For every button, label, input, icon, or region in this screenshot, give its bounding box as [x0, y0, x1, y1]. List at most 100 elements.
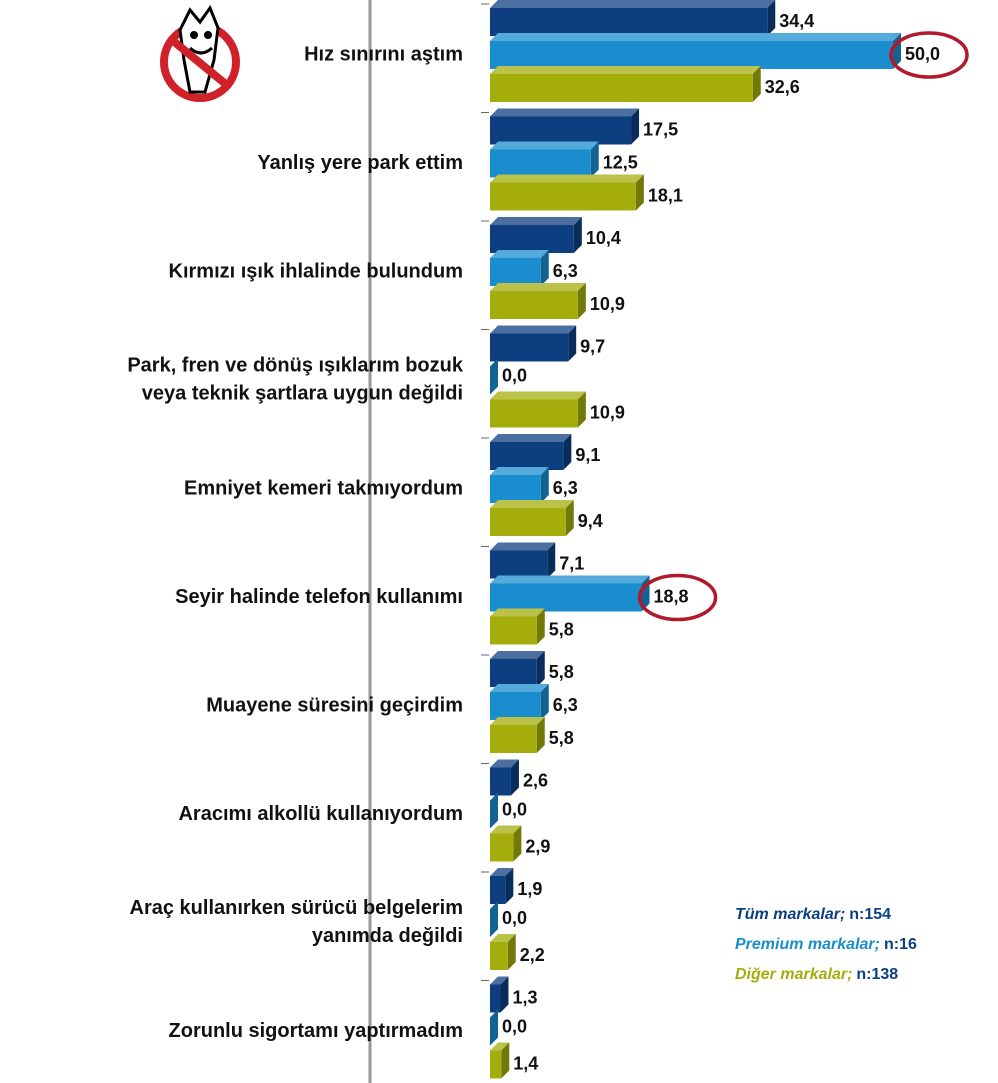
bar-top: [490, 868, 514, 876]
bar: [490, 542, 556, 579]
bar-side: [568, 325, 577, 362]
bar-front: [490, 116, 632, 145]
value-label: 2,9: [525, 836, 550, 856]
bar-front: [490, 583, 642, 612]
bar: [490, 174, 644, 211]
bar-side: [540, 250, 549, 286]
bar-top: [490, 325, 577, 334]
value-label: 9,1: [575, 445, 600, 465]
category-label: Muayene süresini geçirdim: [206, 694, 463, 716]
bar: [490, 976, 509, 1013]
bar-front: [490, 182, 636, 211]
value-label: 0,0: [502, 799, 527, 819]
bar-side: [500, 976, 509, 1013]
legend-name: Tüm markalar;: [735, 906, 845, 923]
legend-name: Premium markalar;: [735, 936, 880, 953]
bar: [490, 792, 498, 829]
bar: [490, 66, 761, 102]
category-label: Yanlış yere park ettim: [257, 152, 463, 174]
bar: [490, 33, 901, 69]
bar-top: [490, 66, 761, 74]
bar-top: [490, 575, 650, 584]
bar-front: [490, 41, 893, 69]
value-label: 9,7: [580, 336, 605, 356]
category-label: Aracımı alkollü kullanıyordum: [178, 803, 463, 825]
bar-front: [490, 833, 514, 862]
value-label: 50,0: [905, 44, 940, 64]
bar: [490, 467, 549, 503]
bar-top: [490, 651, 545, 659]
bar-side: [505, 868, 514, 904]
bar-top: [490, 1042, 510, 1051]
bar-front: [490, 442, 564, 470]
value-label: 5,8: [549, 619, 574, 639]
bar: [490, 391, 586, 428]
bar-top: [490, 250, 549, 258]
bar-side: [490, 792, 498, 829]
bar-top: [490, 759, 519, 768]
bar-front: [490, 475, 541, 503]
bar-side: [547, 542, 556, 579]
bar: [490, 825, 522, 862]
value-label: 10,4: [586, 228, 621, 248]
bar-top: [490, 141, 599, 150]
bar-front: [490, 399, 578, 428]
legend-entry: Premium markalar; n:16: [735, 936, 917, 953]
bar: [490, 759, 519, 796]
bar: [490, 575, 650, 612]
bar-front: [490, 984, 501, 1013]
bar-front: [490, 333, 569, 362]
bar-top: [490, 174, 644, 183]
legend-name: Diğer markalar;: [735, 966, 852, 983]
value-label: 1,4: [513, 1053, 538, 1073]
bar-front: [490, 225, 574, 253]
bar-top: [490, 608, 545, 617]
bar-side: [490, 358, 498, 395]
bar: [490, 358, 498, 395]
bar-top: [490, 108, 640, 117]
value-label: 5,8: [549, 728, 574, 748]
value-label: 12,5: [603, 152, 638, 172]
bar-top: [490, 33, 901, 41]
legend-entry: Tüm markalar; n:154: [735, 906, 891, 923]
bar-front: [490, 1050, 502, 1079]
value-label: 6,3: [553, 261, 578, 281]
bar-front: [490, 616, 537, 645]
bar-front: [490, 659, 537, 687]
bar: [490, 651, 545, 687]
bar-side: [536, 608, 545, 645]
bar: [490, 1042, 510, 1079]
bar-side: [507, 934, 516, 970]
bar: [490, 434, 572, 470]
bar-side: [635, 174, 644, 211]
bar: [490, 608, 545, 645]
value-label: 17,5: [643, 119, 678, 139]
bar-side: [590, 141, 599, 178]
category-label: Araç kullanırken sürücü belgelerim yanımd…: [130, 897, 463, 947]
category-label: Park, fren ve dönüş ışıklarım bozuk veya …: [127, 355, 464, 405]
bar-side: [510, 759, 519, 796]
bar-front: [490, 876, 506, 904]
bar-side: [565, 500, 574, 536]
bar-top: [490, 976, 509, 985]
value-label: 18,8: [654, 586, 689, 606]
value-label: 1,9: [517, 879, 542, 899]
value-label: 6,3: [553, 695, 578, 715]
bar-front: [490, 291, 578, 319]
value-label: 0,0: [502, 365, 527, 385]
bar: [490, 684, 549, 720]
bar: [490, 250, 549, 286]
value-label: 10,9: [590, 402, 625, 422]
value-label: 5,8: [549, 662, 574, 682]
bar-side: [631, 108, 640, 145]
bar: [490, 0, 776, 36]
bar-side: [577, 391, 586, 428]
value-label: 34,4: [779, 11, 814, 31]
bar: [490, 325, 577, 362]
bar-front: [490, 258, 541, 286]
bar-side: [513, 825, 522, 862]
bar-front: [490, 725, 537, 753]
bar-side: [540, 467, 549, 503]
category-label: Emniyet kemeri takmıyordum: [184, 477, 463, 499]
bar: [490, 868, 514, 904]
